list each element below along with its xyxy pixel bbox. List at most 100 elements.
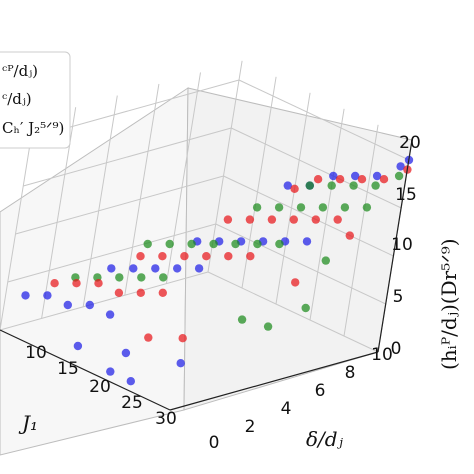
data-point-series-1 xyxy=(136,252,145,261)
data-point-series-2 xyxy=(105,310,115,319)
data-point-series-2 xyxy=(151,264,160,273)
data-point-series-2 xyxy=(63,300,72,310)
axis-lines xyxy=(0,139,413,411)
grid-line xyxy=(124,83,160,296)
data-point-series-1 xyxy=(313,175,323,184)
data-point-series-1 xyxy=(144,333,153,342)
grid-line xyxy=(231,127,402,209)
data-point-series-3 xyxy=(187,239,196,249)
x-tick-label: 25 xyxy=(121,393,143,413)
data-point-series-1 xyxy=(290,184,299,193)
x-axis-line xyxy=(0,329,171,411)
data-point-series-1 xyxy=(291,278,300,287)
z-tick-label: 20 xyxy=(399,133,421,153)
data-point-series-3 xyxy=(253,239,262,249)
data-point-series-1 xyxy=(335,175,345,184)
grid-line xyxy=(15,175,224,235)
data-point-series-2 xyxy=(372,171,382,181)
legend-entry-3: Cₕ′ J₂⁵ᐟ⁹) xyxy=(2,119,64,137)
x-tick-label: 15 xyxy=(57,359,79,379)
data-point-series-1 xyxy=(311,215,320,224)
grid-line xyxy=(238,79,410,161)
y-tick-label: 10 xyxy=(371,345,393,365)
z-tick-label: 0 xyxy=(391,339,402,359)
data-point-series-3 xyxy=(237,315,247,324)
y-tick-label: 0 xyxy=(209,433,220,453)
data-point-series-2 xyxy=(107,264,116,273)
data-point-series-1 xyxy=(178,334,187,343)
z-tick-label: 15 xyxy=(395,185,417,205)
data-point-series-2 xyxy=(329,171,338,181)
grid-line xyxy=(215,223,386,305)
data-point-series-2 xyxy=(173,264,182,273)
data-point-series-2 xyxy=(283,181,292,190)
data-point-series-2 xyxy=(121,348,131,358)
grid-line xyxy=(241,76,277,289)
data-points xyxy=(21,155,414,386)
data-point-series-2 xyxy=(351,171,360,181)
data-point-series-2 xyxy=(43,291,52,300)
data-point-series-2 xyxy=(176,359,185,368)
data-point-series-3 xyxy=(143,239,152,249)
x-tick-label: 10 xyxy=(25,343,47,363)
data-point-series-2 xyxy=(129,264,138,273)
y-tick-label: 6 xyxy=(315,381,326,401)
legend-entry-2: ᶜ/dⱼ) xyxy=(2,90,32,108)
y-axis-line xyxy=(169,351,379,411)
data-point-series-1 xyxy=(379,175,389,184)
x-tick-label: 20 xyxy=(89,377,111,397)
data-point-series-2 xyxy=(396,162,405,171)
legend-entry-1: ᶜᴾ/dⱼ) xyxy=(2,62,38,80)
data-point-series-1 xyxy=(357,175,367,184)
grid-line xyxy=(275,92,311,305)
data-point-series-1 xyxy=(72,279,81,288)
data-point-series-3 xyxy=(362,203,372,212)
x-tick-label: 30 xyxy=(155,409,177,429)
data-point-series-2 xyxy=(302,237,312,246)
data-point-series-3 xyxy=(231,239,240,249)
data-point-series-1 xyxy=(94,279,103,288)
data-point-series-3 xyxy=(349,181,358,190)
y-axis-label: δ/dⱼ xyxy=(306,427,344,451)
data-point-series-1 xyxy=(246,252,255,261)
y-tick-label: 4 xyxy=(281,399,292,419)
data-point-series-3 xyxy=(137,273,146,282)
data-point-series-1 xyxy=(289,215,298,224)
x-axis-label: J₁ xyxy=(18,411,38,435)
grid-line xyxy=(7,223,216,283)
grid-line xyxy=(343,124,379,337)
y-tick-label: 2 xyxy=(245,417,256,437)
data-point-series-3 xyxy=(274,203,284,212)
data-point-series-2 xyxy=(73,341,83,351)
data-point-series-2 xyxy=(194,264,204,273)
data-point-series-1 xyxy=(136,288,145,297)
grid-line xyxy=(0,271,209,331)
data-point-series-3 xyxy=(371,181,380,190)
data-point-series-1 xyxy=(345,231,354,240)
y-tick-label: 8 xyxy=(345,363,356,383)
data-point-series-1 xyxy=(224,252,233,261)
data-point-series-1 xyxy=(158,252,167,261)
data-point-series-3 xyxy=(263,322,273,331)
data-point-series-3 xyxy=(318,203,328,212)
data-point-series-1 xyxy=(114,288,124,297)
data-point-series-1 xyxy=(158,288,167,297)
grid-line xyxy=(82,95,118,307)
legend-box xyxy=(0,51,71,149)
data-point-series-1 xyxy=(333,215,342,224)
data-point-series-3 xyxy=(115,273,124,282)
data-point-series-3 xyxy=(321,256,330,265)
data-point-series-2 xyxy=(85,300,95,310)
data-point-series-3 xyxy=(209,239,218,249)
grid-line xyxy=(23,127,232,187)
data-point-series-3 xyxy=(275,239,284,249)
z-tick-label: 10 xyxy=(391,235,413,255)
data-point-series-1 xyxy=(223,215,233,224)
data-point-series-3 xyxy=(394,171,404,181)
axes-panes xyxy=(0,87,413,456)
data-point-series-1 xyxy=(202,252,211,261)
data-point-series-3 xyxy=(327,181,336,190)
grid-line xyxy=(223,175,394,257)
data-point-series-1 xyxy=(180,252,189,261)
grid-line xyxy=(0,118,35,331)
